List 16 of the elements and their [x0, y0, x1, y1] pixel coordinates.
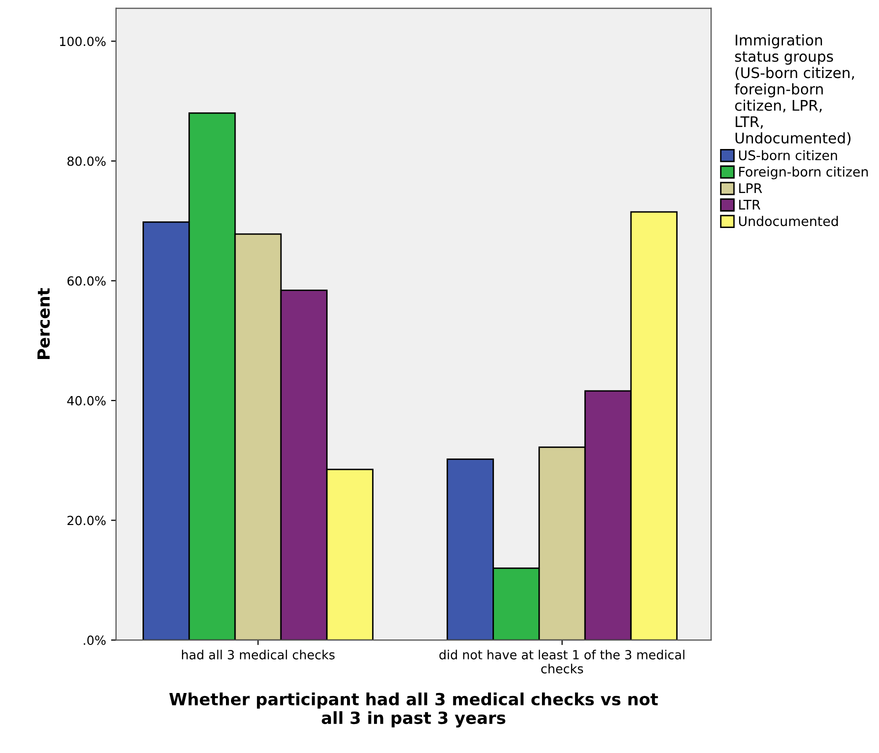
y-tick-label: 80.0% — [67, 156, 106, 166]
y-tick-label: .0% — [84, 636, 106, 645]
x-axis-title: Whether participant had all 3 medical checks vs not all 3 in past 3 years — [169, 692, 658, 728]
legend-label: US-born citizen — [739, 150, 837, 160]
legend-label: Undocumented — [739, 216, 838, 226]
x-tick-label: had all 3 medical checks — [182, 650, 335, 660]
x-tick-label: did not have at least 1 of the 3 medical checks — [439, 650, 684, 674]
legend-label: LPR — [739, 183, 762, 194]
y-tick-label: 60.0% — [67, 276, 106, 286]
y-tick-label: 20.0% — [68, 516, 106, 526]
legend-label: Foreign-born citizen — [739, 166, 868, 180]
y-tick-label: 40.0% — [67, 396, 106, 406]
y-axis-title: Percent — [37, 288, 50, 360]
legend-label: LTR — [739, 200, 760, 210]
legend-title: Immigration status groups (US-born citizen, foreign-born citizen, LPR, LTR, Undocumented) — [734, 34, 854, 146]
y-tick-label: 100.0% — [60, 36, 106, 46]
